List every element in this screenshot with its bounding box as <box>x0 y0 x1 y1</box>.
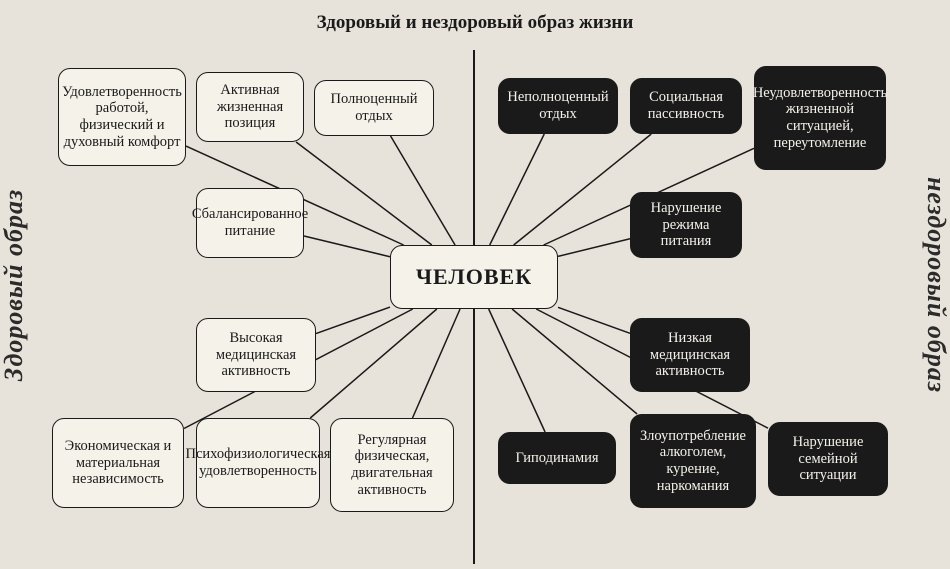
node-u4: Нарушение режима питания <box>630 192 742 258</box>
node-h4: Сбалансированное питание <box>196 188 304 258</box>
node-h7: Психофизиологическая удовлетворенность <box>196 418 320 508</box>
edge-center-u5 <box>558 307 630 333</box>
side-label-left: Здоровый образ <box>0 188 29 380</box>
edge-center-h3 <box>391 136 455 245</box>
diagram-canvas: Здоровый и нездоровый образ жизни ЧЕЛОВЕ… <box>0 0 950 569</box>
node-u5: Низкая медицинская активность <box>630 318 750 392</box>
edge-center-h5 <box>316 307 390 333</box>
node-h6: Экономическая и материальная независимос… <box>52 418 184 508</box>
node-h1: Удовлетворенность работой, физический и … <box>58 68 186 166</box>
node-u8: Нарушение семейной ситуации <box>768 422 888 496</box>
edge-center-h2 <box>296 142 432 245</box>
edge-center-h7 <box>310 309 437 418</box>
side-label-right: нездоровый образ <box>921 176 950 392</box>
node-center: ЧЕЛОВЕК <box>390 245 558 309</box>
node-u2: Социальная пассивность <box>630 78 742 134</box>
node-h5: Высокая медицинская активность <box>196 318 316 392</box>
node-u7: Злоупотребление алкоголем, курение, нарк… <box>630 414 756 508</box>
node-u1: Неполноценный отдых <box>498 78 618 134</box>
node-h8: Регулярная физическая, двигательная акти… <box>330 418 454 512</box>
edge-center-h4 <box>304 236 390 257</box>
node-u6: Гиподинамия <box>498 432 616 484</box>
node-h2: Активная жизненная позиция <box>196 72 304 142</box>
edge-center-h8 <box>413 309 461 418</box>
node-u3: Неудовлетворенность жизненной ситуацией,… <box>754 66 886 170</box>
edge-center-u1 <box>490 134 545 245</box>
node-h3: Полноценный отдых <box>314 80 434 136</box>
edge-center-u7 <box>512 309 637 414</box>
edge-center-u6 <box>489 309 545 432</box>
edge-center-u4 <box>558 239 630 257</box>
